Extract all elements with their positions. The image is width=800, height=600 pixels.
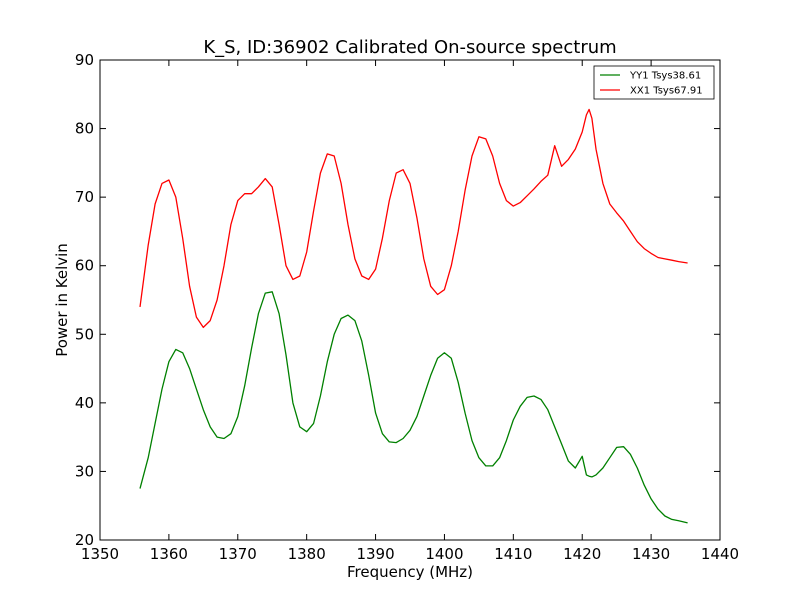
- x-tick-label: 1430: [632, 545, 670, 563]
- y-axis-label: Power in Kelvin: [53, 243, 71, 357]
- chart-title: K_S, ID:36902 Calibrated On-source spect…: [203, 37, 616, 58]
- x-tick-label: 1370: [219, 545, 257, 563]
- x-tick-label: 1380: [288, 545, 326, 563]
- x-tick-label: 1410: [494, 545, 532, 563]
- legend-label-xx1: XX1 Tsys67.91: [630, 86, 703, 97]
- series-line-xx1: [139, 108, 688, 329]
- series-layer: [139, 108, 688, 524]
- series-line-yy1: [139, 291, 688, 524]
- x-tick-label: 1360: [150, 545, 188, 563]
- y-tick-label: 70: [75, 188, 94, 206]
- legend: YY1 Tsys38.61 XX1 Tsys67.91: [593, 65, 715, 100]
- y-tick-label: 20: [75, 531, 94, 549]
- x-tick-label: 1350: [81, 545, 119, 563]
- x-tick-label: 1440: [701, 545, 739, 563]
- plot-area: 1350 1360 1370 1380 1390 1400 1410 1420 1430 1440…: [75, 51, 739, 563]
- y-tick-label: 60: [75, 257, 94, 275]
- x-tick-label: 1420: [563, 545, 601, 563]
- x-tick-label: 1400: [425, 545, 463, 563]
- y-tick-label: 30: [75, 462, 94, 480]
- legend-box: [593, 65, 715, 100]
- y-tick-label: 50: [75, 325, 94, 343]
- y-tick-label: 40: [75, 394, 94, 412]
- y-tick-label: 80: [75, 120, 94, 138]
- legend-label-yy1: YY1 Tsys38.61: [629, 71, 701, 82]
- y-tick-label: 90: [75, 51, 94, 69]
- x-axis-label: Frequency (MHz): [347, 563, 473, 581]
- ticks-layer: 1350 1360 1370 1380 1390 1400 1410 1420 1430 1440…: [75, 51, 739, 563]
- x-tick-label: 1390: [356, 545, 394, 563]
- plot-frame: [99, 59, 721, 541]
